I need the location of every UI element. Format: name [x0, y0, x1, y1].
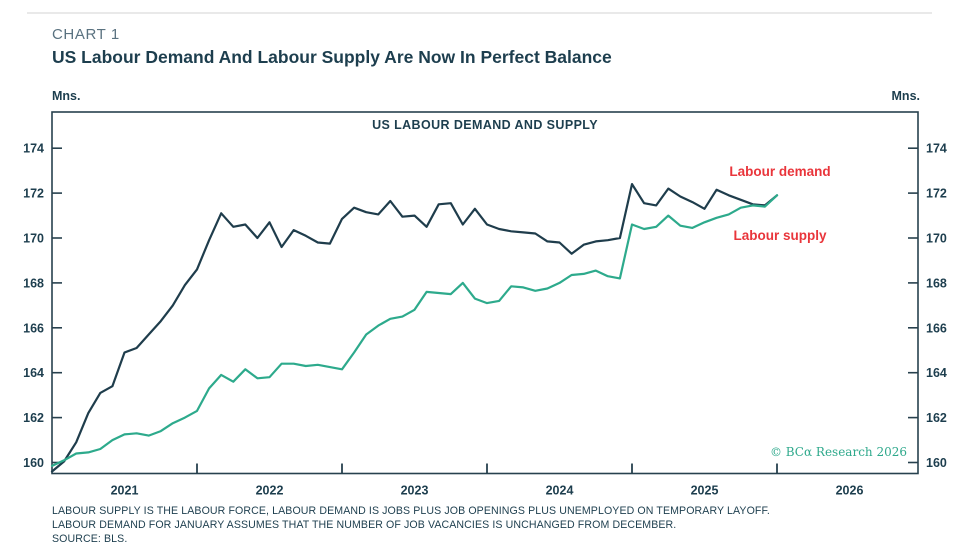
y-tick-label-right: 170 [926, 232, 947, 246]
y-tick-label-right: 160 [926, 456, 947, 470]
y-tick-label-left: 166 [23, 321, 44, 335]
footnote-line-1: LABOUR SUPPLY IS THE LABOUR FORCE, LABOU… [52, 505, 770, 517]
x-year-label: 2025 [691, 484, 719, 498]
copyright-note: © BCα Research 2026 [769, 445, 907, 459]
y-tick-label-left: 172 [23, 187, 44, 201]
footnote-source: SOURCE: BLS. [52, 533, 128, 545]
labour-demand-series-label: Labour demand [729, 164, 831, 179]
y-tick-label-right: 164 [926, 366, 947, 380]
x-year-label: 2021 [111, 484, 139, 498]
footnotes: LABOUR SUPPLY IS THE LABOUR FORCE, LABOU… [52, 504, 770, 546]
plot-border [51, 111, 919, 475]
chart-kicker: CHART 1 [52, 26, 120, 43]
y-tick-label-left: 168 [23, 276, 44, 290]
y-tick-label-left: 170 [23, 232, 44, 246]
y-tick-label-right: 172 [926, 187, 947, 201]
x-year-label: 2024 [546, 484, 574, 498]
y-tick-label-left: 164 [23, 366, 44, 380]
y-tick-label-left: 162 [23, 411, 44, 425]
y-tick-label-right: 168 [926, 276, 947, 290]
y-tick-label-left: 160 [23, 456, 44, 470]
y-axis-unit-right: Mns. [891, 89, 920, 103]
footnote-line-2: LABOUR DEMAND FOR JANUARY ASSUMES THAT T… [52, 519, 677, 531]
y-tick-label-right: 162 [926, 411, 947, 425]
x-year-label: 2026 [836, 484, 864, 498]
labour-demand-line [50, 183, 779, 473]
y-tick-label-right: 174 [926, 142, 947, 156]
chart-inner-title: US LABOUR DEMAND AND SUPPLY [372, 118, 598, 132]
x-year-label: 2023 [401, 484, 429, 498]
labour-supply-series-label: Labour supply [733, 228, 827, 243]
page-title: US Labour Demand And Labour Supply Are N… [52, 47, 612, 67]
top-divider [27, 12, 932, 14]
y-axis-unit-left: Mns. [52, 89, 81, 103]
y-tick-label-right: 166 [926, 321, 947, 335]
y-tick-label-left: 174 [23, 142, 44, 156]
x-year-label: 2022 [256, 484, 284, 498]
labour-supply-line [50, 194, 779, 467]
